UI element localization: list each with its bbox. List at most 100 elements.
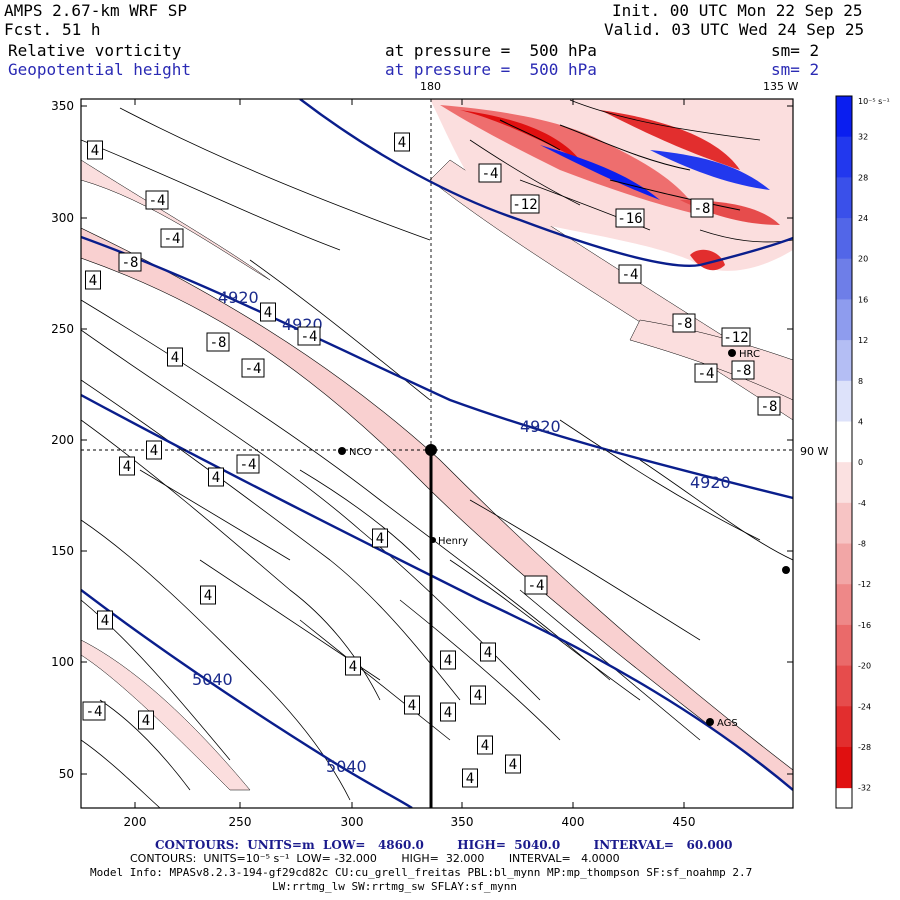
colorbar-tick-label: 32	[858, 133, 868, 142]
field1-name: Relative vorticity	[8, 41, 182, 60]
field2-level: at pressure = 500 hPa	[385, 60, 597, 79]
vorticity-label-box	[510, 194, 540, 214]
x-tick-label: 200	[124, 815, 147, 829]
vorticity-label-box	[236, 454, 260, 474]
vorticity-label-box	[85, 270, 101, 290]
x-tick-label: 350	[451, 815, 474, 829]
vorticity-label: -12	[512, 197, 537, 213]
vorticity-label: 4	[212, 470, 220, 486]
vorticity-label: -4	[622, 267, 639, 283]
vorticity-label: -4	[240, 457, 257, 473]
colorbar-tick-label: 24	[858, 214, 868, 223]
x-tick-label: 400	[562, 815, 585, 829]
footer-vorticity-contours: CONTOURS: UNITS=10⁻⁵ s⁻¹ LOW= -32.000 HI…	[130, 852, 620, 865]
colorbar-tick-label: 28	[858, 173, 868, 182]
colorbar-swatch	[836, 584, 852, 626]
storm-vorticity-cluster	[430, 99, 793, 271]
vorticity-label-box	[757, 396, 781, 416]
vorticity-label-box	[260, 302, 276, 322]
vorticity-label-box	[297, 326, 321, 346]
vorticity-label: 4	[91, 143, 99, 159]
colorbar-tick-label: 20	[858, 255, 868, 264]
station-label: HRC	[739, 349, 760, 360]
x-tick-label: 250	[229, 815, 252, 829]
vorticity-label-box	[478, 163, 502, 183]
y-tick-label: 150	[51, 544, 74, 558]
vorticity-label: -12	[723, 330, 748, 346]
colorbar-swatch	[836, 706, 852, 748]
colorbar-swatch	[836, 746, 852, 789]
vorticity-label: 4	[101, 613, 109, 629]
colorbar-tick-label: 0	[858, 458, 863, 467]
vorticity-label-box	[345, 656, 361, 676]
vorticity-label-box	[694, 363, 718, 383]
vorticity-label-box	[524, 575, 548, 595]
vorticity-label-box	[97, 610, 113, 630]
vorticity-label: 4	[349, 659, 357, 675]
vorticity-label: 4	[444, 653, 452, 669]
vorticity-label-box	[146, 440, 162, 460]
footer-model-info: Model Info: MPASv8.2.3-194-gf29cd82c CU:…	[90, 866, 753, 879]
vorticity-label-box	[440, 650, 456, 670]
height-label: 5040	[326, 757, 367, 776]
station-label: NCO	[349, 447, 371, 458]
colorbar-swatch	[836, 665, 852, 707]
forecast-label: Fcst.	[4, 20, 53, 39]
field1-smoothing: sm= 2	[771, 41, 820, 60]
y-tick-label: 350	[51, 99, 74, 113]
vorticity-band-lower	[81, 639, 251, 791]
vorticity-band-main	[81, 227, 793, 791]
station-marker-nco	[338, 447, 346, 455]
vorticity-label: -8	[122, 255, 139, 271]
vorticity-label: 4	[171, 350, 179, 366]
vorticity-label: -4	[482, 166, 499, 182]
vorticity-label-box	[82, 701, 106, 721]
forecast-hours: 51 h	[62, 20, 101, 39]
height-label: 4920	[520, 417, 561, 436]
colorbar-swatch	[836, 340, 852, 382]
vorticity-label: -4	[245, 361, 262, 377]
colorbar-tick-label: -20	[858, 662, 871, 671]
colorbar-tick-label: -8	[858, 540, 866, 549]
vorticity-label: -8	[761, 399, 778, 415]
station-marker-ags	[706, 718, 714, 726]
colorbar-tick-label: -32	[858, 784, 871, 793]
vorticity-label-box	[118, 252, 142, 272]
vorticity-label: 4	[408, 698, 416, 714]
x-tick-label: 300	[341, 815, 364, 829]
station-marker-henry	[430, 537, 436, 543]
colorbar-unit: 10⁻⁵ s⁻¹	[858, 97, 890, 106]
colorbar-tick-label: -4	[858, 499, 866, 508]
lon-label-90w: 90 W	[800, 445, 828, 458]
vorticity-label: 4	[474, 688, 482, 704]
vorticity-label-box	[138, 710, 154, 730]
colorbar-swatch	[836, 380, 852, 422]
field1-level: at pressure = 500 hPa	[385, 41, 597, 60]
colorbar-swatch	[836, 462, 852, 504]
vorticity-label-box	[145, 190, 169, 210]
vorticity-label-box	[462, 768, 478, 788]
height-contours	[81, 99, 793, 808]
vorticity-label: 4	[484, 645, 492, 661]
vorticity-label-box	[731, 360, 755, 380]
station-label: Henry	[438, 536, 468, 547]
vorticity-label-box	[615, 208, 645, 228]
vorticity-label-box	[672, 313, 696, 333]
colorbar-tick-label: 12	[858, 336, 868, 345]
vorticity-label-box	[200, 585, 216, 605]
footer-physics: LW:rrtmg_lw SW:rrtmg_sw SFLAY:sf_mynn	[272, 880, 518, 893]
y-tick-label: 250	[51, 322, 74, 336]
lon-label-180: 180	[420, 80, 441, 93]
vorticity-label-box	[119, 456, 135, 476]
vorticity-label-box	[690, 198, 714, 218]
vorticity-label: -8	[735, 363, 752, 379]
vorticity-label: 4	[509, 757, 517, 773]
vorticity-label: -4	[698, 366, 715, 382]
colorbar-swatch	[836, 258, 852, 300]
footer-height-contours: CONTOURS: UNITS=m LOW= 4860.0 HIGH= 5040…	[155, 838, 733, 852]
vorticity-label: -4	[86, 704, 103, 720]
vorticity-label-layer: 4 -4 -4 -8 4 4 -8 -4 -4 -4 4 -4 -12 -16 -8 -4 -8 -12 -4 -8 -…	[82, 132, 781, 788]
colorbar-tick-label: 8	[858, 377, 863, 386]
vorticity-label-box	[404, 695, 420, 715]
